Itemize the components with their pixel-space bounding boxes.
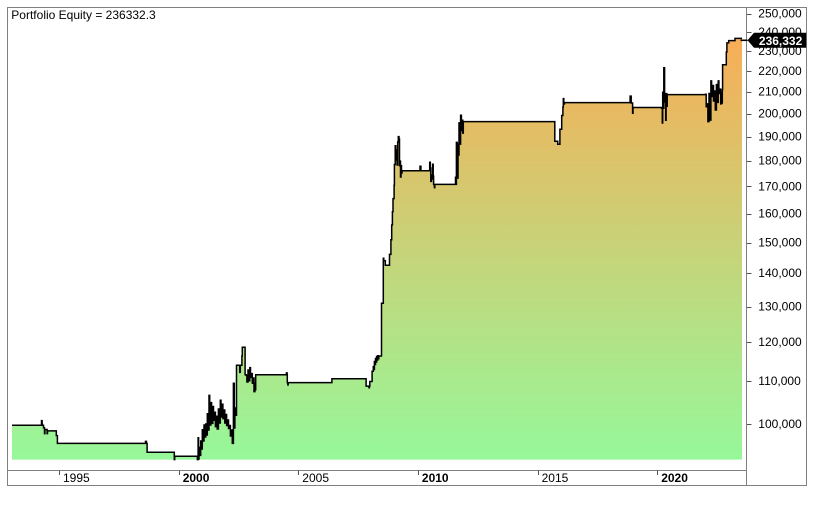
svg-text:140,000: 140,000 <box>758 266 802 280</box>
svg-text:210,000: 210,000 <box>758 85 802 99</box>
svg-text:2000: 2000 <box>183 471 210 485</box>
svg-text:Portfolio Equity = 236332.3: Portfolio Equity = 236332.3 <box>11 8 156 22</box>
svg-text:130,000: 130,000 <box>758 299 802 313</box>
svg-text:180,000: 180,000 <box>758 154 802 168</box>
svg-text:2020: 2020 <box>661 471 688 485</box>
svg-text:170,000: 170,000 <box>758 179 802 193</box>
svg-text:220,000: 220,000 <box>758 64 802 78</box>
svg-text:236,332: 236,332 <box>759 34 803 48</box>
svg-text:190,000: 190,000 <box>758 130 802 144</box>
svg-text:120,000: 120,000 <box>758 335 802 349</box>
svg-text:2010: 2010 <box>422 471 449 485</box>
svg-text:2015: 2015 <box>542 471 569 485</box>
svg-text:1995: 1995 <box>63 471 90 485</box>
svg-text:110,000: 110,000 <box>758 374 801 388</box>
svg-text:2005: 2005 <box>302 471 329 485</box>
svg-text:160,000: 160,000 <box>758 206 802 220</box>
svg-text:200,000: 200,000 <box>758 107 802 121</box>
svg-text:150,000: 150,000 <box>758 235 802 249</box>
svg-text:250,000: 250,000 <box>758 7 802 21</box>
svg-text:100,000: 100,000 <box>758 417 802 431</box>
